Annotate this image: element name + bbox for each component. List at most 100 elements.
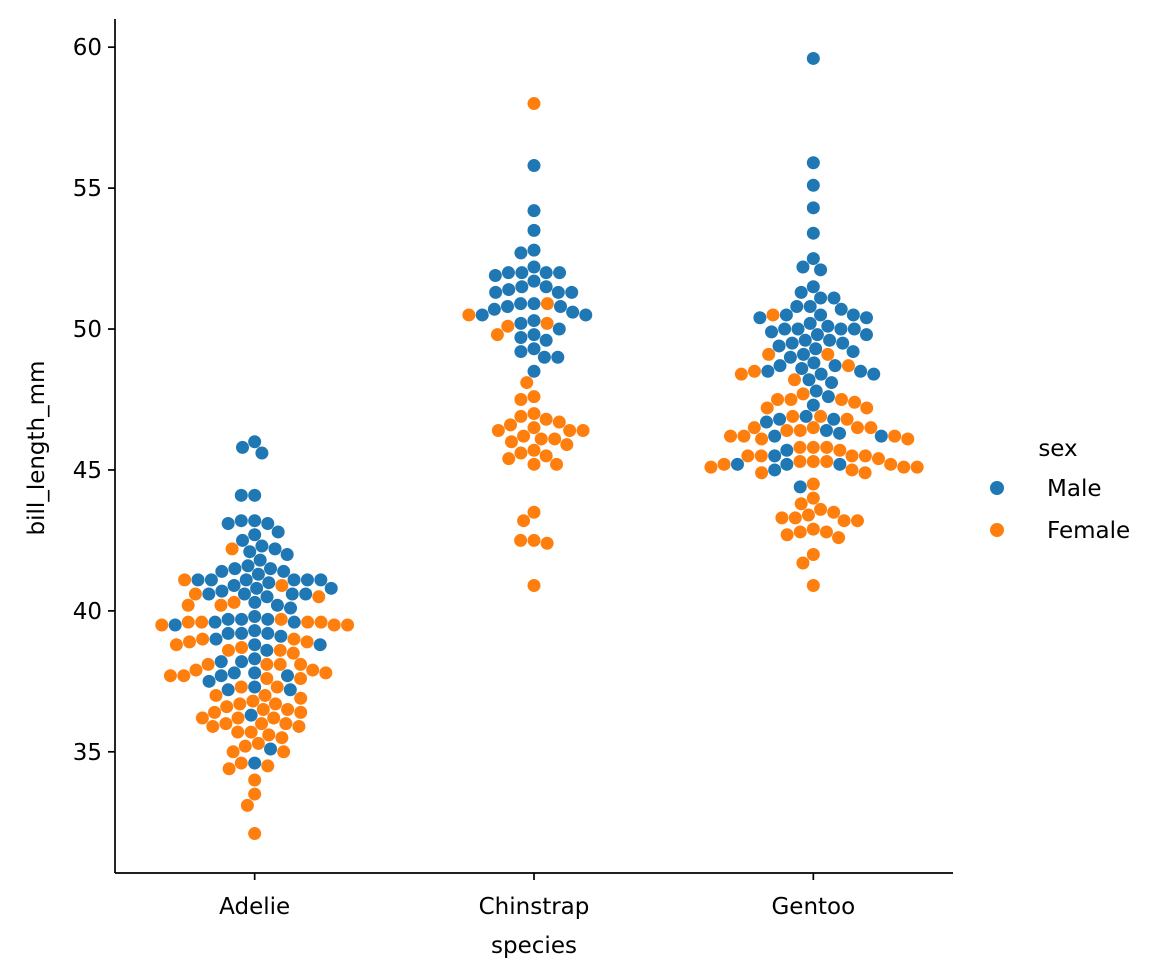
data-point-male — [825, 376, 839, 390]
data-point-male — [248, 638, 262, 652]
data-point-male — [227, 666, 241, 680]
data-point-female — [814, 502, 828, 516]
data-point-female — [227, 595, 241, 609]
data-point-male — [827, 291, 841, 305]
data-point-female — [319, 666, 333, 680]
data-point-male — [551, 350, 565, 364]
data-point-male — [819, 424, 833, 437]
data-point-female — [520, 376, 534, 390]
data-point-female — [845, 463, 859, 477]
data-point-male — [539, 280, 553, 294]
data-point-female — [294, 705, 308, 719]
data-point-male — [260, 590, 274, 604]
y-axis-ticks: 35 40 45 50 55 60 — [73, 35, 115, 766]
data-point-female — [221, 643, 235, 657]
data-point-male — [300, 573, 314, 587]
data-point-male — [202, 674, 216, 688]
data-point-male — [527, 243, 541, 257]
data-point-female — [220, 700, 234, 714]
data-point-female — [741, 449, 755, 463]
data-point-female — [848, 395, 862, 409]
data-point-male — [214, 655, 228, 669]
data-point-male — [814, 291, 828, 305]
data-point-male — [783, 350, 797, 364]
data-point-male — [846, 308, 860, 322]
data-point-female — [262, 728, 276, 742]
data-point-male — [253, 553, 267, 567]
data-point-female — [820, 455, 834, 468]
x-tick-label: Adelie — [219, 894, 290, 920]
data-point-male — [215, 584, 229, 598]
legend-title: sex — [1038, 436, 1077, 462]
data-point-male — [248, 435, 262, 449]
data-point-male — [807, 356, 821, 370]
data-point-male — [234, 514, 248, 528]
data-point-male — [243, 545, 257, 559]
data-point-female — [267, 711, 281, 725]
data-point-male — [237, 587, 251, 601]
data-point-male — [313, 638, 327, 652]
data-point-female — [527, 579, 541, 593]
legend-label-female: Female — [1047, 518, 1130, 544]
data-point-female — [888, 429, 902, 443]
data-point-male — [514, 246, 528, 260]
data-point-male — [277, 564, 291, 578]
data-point-male — [502, 283, 516, 297]
data-point-female — [234, 680, 248, 694]
data-point-male — [501, 299, 514, 313]
data-point-female — [819, 525, 833, 539]
data-point-male — [234, 488, 248, 502]
data-point-female — [341, 618, 355, 632]
data-point-female — [793, 525, 807, 539]
data-point-male — [527, 328, 541, 342]
data-point-male — [239, 573, 253, 587]
data-point-male — [768, 463, 782, 477]
data-point-female — [226, 745, 240, 759]
data-point-female — [248, 773, 262, 787]
x-axis-ticks: Adelie Chinstrap Gentoo — [219, 873, 855, 920]
data-point-female — [219, 717, 233, 731]
data-point-male — [251, 567, 265, 581]
data-point-female — [462, 308, 476, 322]
data-point-female — [233, 697, 247, 711]
data-point-female — [784, 393, 798, 406]
data-point-female — [300, 635, 314, 649]
data-point-female — [514, 446, 528, 460]
data-point-female — [527, 457, 541, 471]
data-point-female — [208, 705, 222, 719]
data-point-male — [287, 573, 301, 587]
data-point-male — [806, 178, 820, 192]
data-point-male — [794, 285, 808, 299]
data-point-male — [248, 652, 262, 666]
data-point-male — [515, 266, 529, 280]
legend-marker-male — [990, 481, 1004, 495]
data-point-male — [264, 562, 278, 576]
data-point-female — [294, 657, 308, 671]
data-point-female — [235, 641, 249, 655]
data-point-male — [797, 347, 811, 361]
data-point-female — [734, 367, 748, 381]
data-point-male — [208, 615, 222, 629]
data-point-male — [248, 595, 262, 609]
data-point-female — [540, 316, 554, 330]
data-point-female — [514, 393, 528, 406]
data-point-female — [850, 514, 864, 528]
data-point-male — [551, 285, 565, 299]
data-point-male — [753, 311, 767, 325]
data-point-female — [884, 457, 898, 471]
data-point-male — [236, 533, 250, 547]
y-tick-label: 40 — [73, 599, 102, 625]
data-point-female — [527, 390, 541, 404]
data-point-female — [209, 688, 223, 702]
data-point-female — [806, 440, 820, 454]
data-point-male — [235, 626, 249, 640]
data-point-male — [821, 319, 835, 333]
data-point-male — [527, 223, 541, 237]
data-point-male — [847, 322, 861, 336]
data-point-male — [566, 305, 580, 319]
data-point-male — [780, 457, 794, 471]
data-point-female — [181, 615, 195, 629]
data-point-female — [794, 497, 808, 511]
data-point-female — [527, 533, 541, 547]
data-point-female — [760, 401, 774, 415]
